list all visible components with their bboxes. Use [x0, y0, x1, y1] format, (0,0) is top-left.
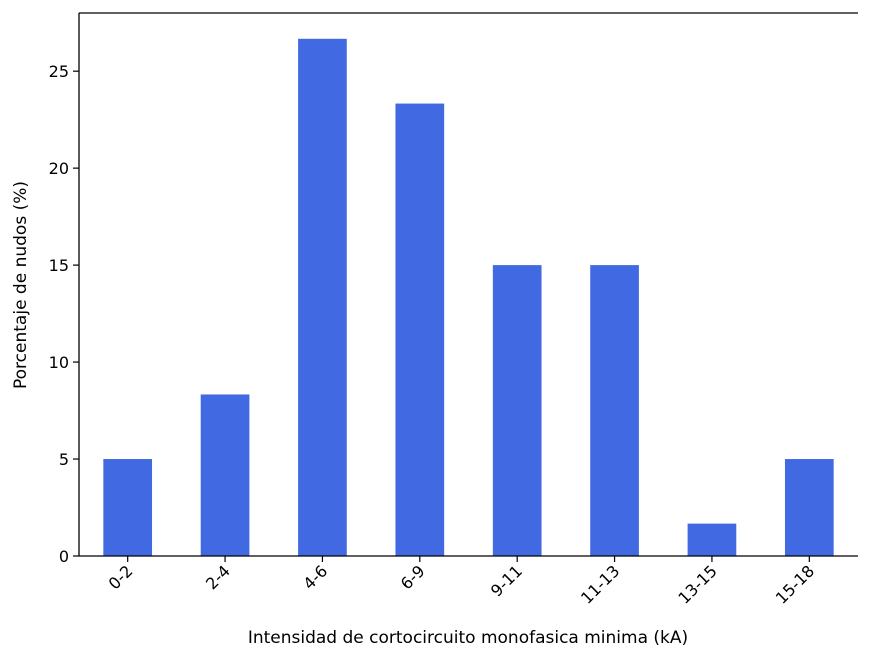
- x-tick-label: 13-15: [674, 561, 720, 607]
- x-tick-label: 2-4: [202, 561, 234, 593]
- bar-2-4: [200, 394, 250, 556]
- x-tick-label: 9-11: [487, 561, 526, 600]
- y-tick-label: 5: [59, 450, 69, 469]
- x-tick-label: 11-13: [577, 561, 623, 607]
- bars-group: [103, 38, 834, 557]
- x-tick-label: 4-6: [299, 561, 331, 593]
- x-axis-title: Intensidad de cortocircuito monofasica m…: [248, 628, 688, 648]
- bar-6-9: [395, 103, 445, 557]
- bar-9-11: [492, 265, 542, 556]
- y-axis-title: Porcentaje de nudos (%): [11, 181, 31, 389]
- y-tick-label: 15: [49, 256, 69, 275]
- bar-13-15: [687, 523, 737, 556]
- y-tick-label: 0: [59, 547, 69, 566]
- x-tick-label: 0-2: [105, 561, 137, 593]
- y-tick-label: 10: [49, 353, 69, 372]
- x-tick-label: 15-18: [772, 561, 818, 607]
- bar-0-2: [103, 459, 153, 556]
- y-tick-label: 20: [49, 159, 69, 178]
- bar-15-18: [784, 459, 834, 556]
- bar-4-6: [298, 38, 347, 557]
- x-axis-ticks: 0-2 2-4 4-6 6-9 9-11 11-13 13-15 15-18: [105, 556, 818, 608]
- x-tick-label: 6-9: [397, 561, 429, 593]
- y-axis-ticks: 0 5 10 15 20 25: [49, 62, 79, 566]
- bar-11-13: [590, 265, 639, 556]
- y-tick-label: 25: [49, 62, 69, 81]
